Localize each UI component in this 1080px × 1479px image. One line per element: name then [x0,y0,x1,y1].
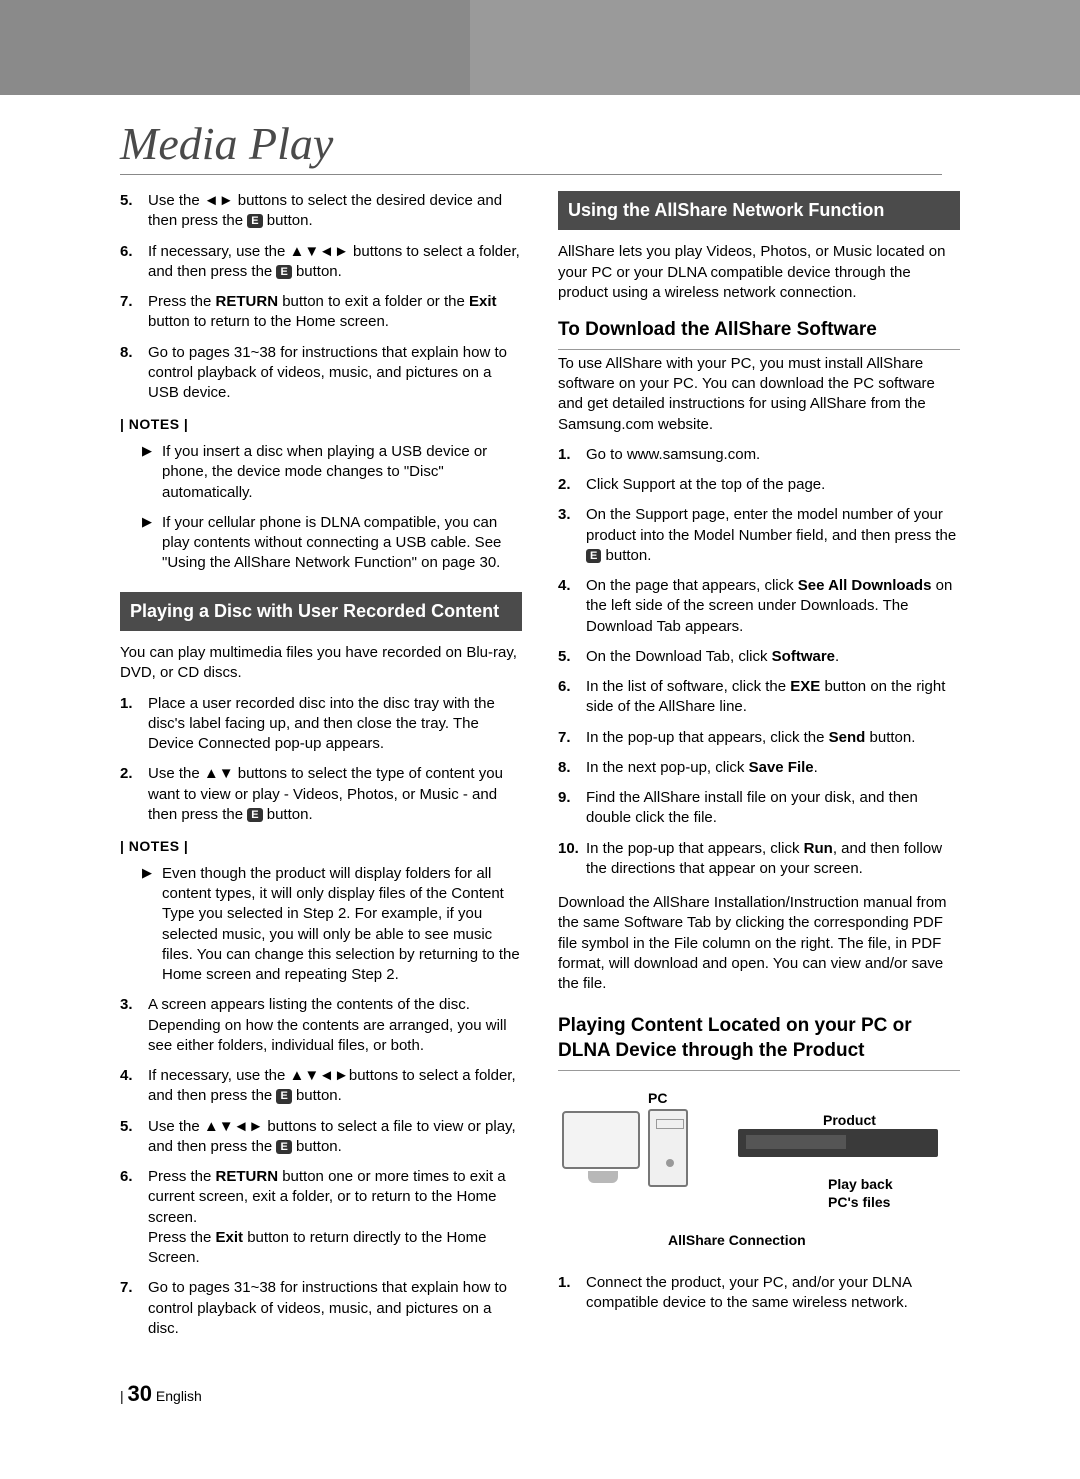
list-item: 1.Connect the product, your PC, and/or y… [558,1273,960,1314]
enter-button-icon: E [276,1089,291,1103]
note-item: ▶Even though the product will display fo… [142,864,522,986]
diagram-product-label: Product [823,1111,876,1130]
diagram-caption: AllShare Connection [668,1231,806,1250]
note-item: ▶If you insert a disc when playing a USB… [142,442,522,503]
list-item: 6.In the list of software, click the EXE… [558,677,960,718]
page-number: 30 [128,1381,152,1406]
left-column: 5.Use the ◄► buttons to select the desir… [120,191,522,1349]
diagram-pc-label: PC [648,1089,667,1108]
footer-lang: English [156,1388,202,1404]
bullet-arrow-icon: ▶ [142,513,162,574]
subheading-download: To Download the AllShare Software [558,317,960,350]
left-list-2a: 1.Place a user recorded disc into the di… [120,694,522,826]
right-column: Using the AllShare Network Function AllS… [558,191,960,1349]
sub-intro: To use AllShare with your PC, you must i… [558,354,960,435]
page-footer: | 30 English [120,1381,202,1407]
subheading-playing-content: Playing Content Located on your PC or DL… [558,1014,960,1070]
list-item: 6.Press the RETURN button one or more ti… [120,1167,522,1268]
section-intro: You can play multimedia files you have r… [120,643,522,684]
list-item: 1.Place a user recorded disc into the di… [120,694,522,755]
section-intro: AllShare lets you play Videos, Photos, o… [558,242,960,303]
section-header-disc: Playing a Disc with User Recorded Conten… [120,592,522,631]
left-list-2b: 3.A screen appears listing the contents … [120,995,522,1339]
list-item: 2.Click Support at the top of the page. [558,475,960,495]
page-title: Media Play [120,117,942,175]
list-item: 1.Go to www.samsung.com. [558,445,960,465]
list-item: 4.If necessary, use the ▲▼◄►buttons to s… [120,1066,522,1107]
right-list-1: 1.Go to www.samsung.com. 2.Click Support… [558,445,960,879]
player-device-icon [738,1129,938,1157]
list-item: 6.If necessary, use the ▲▼◄► buttons to … [120,242,522,283]
list-item: 3.A screen appears listing the contents … [120,995,522,1056]
list-item: 5.Use the ▲▼◄► buttons to select a file … [120,1117,522,1158]
enter-button-icon: E [586,549,601,563]
enter-button-icon: E [247,808,262,822]
pc-tower-icon [648,1109,688,1187]
enter-button-icon: E [276,265,291,279]
list-item: 5.On the Download Tab, click Software. [558,647,960,667]
list-item: 8.In the next pop-up, click Save File. [558,758,960,778]
section-header-allshare: Using the AllShare Network Function [558,191,960,230]
footer-bar: | [120,1388,124,1404]
list-item: 5.Use the ◄► buttons to select the desir… [120,191,522,232]
list-item: 7.Press the RETURN button to exit a fold… [120,292,522,333]
content-columns: 5.Use the ◄► buttons to select the desir… [0,181,1080,1349]
notes-label: | NOTES | [120,415,522,434]
bullet-arrow-icon: ▶ [142,442,162,503]
enter-button-icon: E [276,1140,291,1154]
monitor-icon [562,1111,640,1169]
notes-list-2: ▶Even though the product will display fo… [142,864,522,986]
left-list-1: 5.Use the ◄► buttons to select the desir… [120,191,522,403]
notes-list-1: ▶If you insert a disc when playing a USB… [142,442,522,574]
download-para: Download the AllShare Installation/Instr… [558,893,960,994]
list-item: 10.In the pop-up that appears, click Run… [558,839,960,880]
allshare-diagram: PC Product Play back PC's files AllShare… [558,1089,960,1259]
list-item: 9.Find the AllShare install file on your… [558,788,960,829]
list-item: 7.In the pop-up that appears, click the … [558,728,960,748]
diagram-playback-label: Play back PC's files [828,1175,893,1211]
header-band [0,0,1080,95]
enter-button-icon: E [247,214,262,228]
list-item: 3.On the Support page, enter the model n… [558,505,960,566]
right-list-2: 1.Connect the product, your PC, and/or y… [558,1273,960,1314]
notes-label: | NOTES | [120,837,522,856]
list-item: 8.Go to pages 31~38 for instructions tha… [120,343,522,404]
note-item: ▶If your cellular phone is DLNA compatib… [142,513,522,574]
list-item: 2.Use the ▲▼ buttons to select the type … [120,764,522,825]
list-item: 4.On the page that appears, click See Al… [558,576,960,637]
bullet-arrow-icon: ▶ [142,864,162,986]
list-item: 7.Go to pages 31~38 for instructions tha… [120,1278,522,1339]
